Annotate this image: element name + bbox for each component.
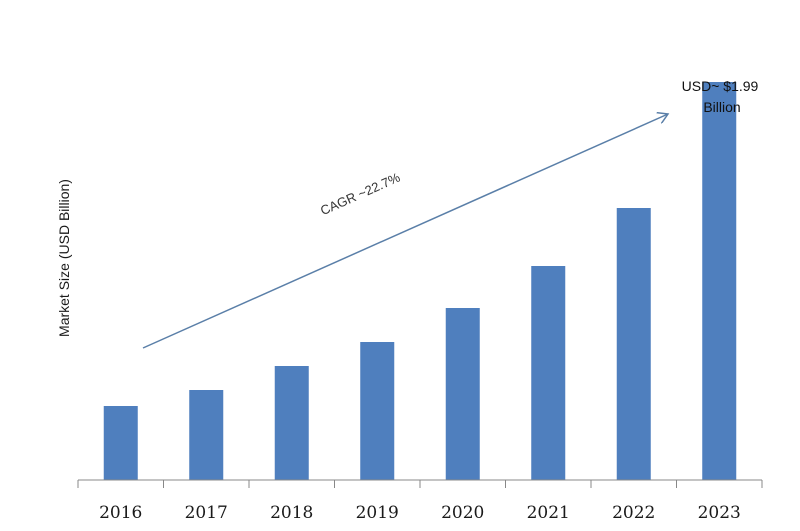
x-tick-label-2016: 2016	[99, 503, 142, 523]
cagr-arrow	[142, 114, 668, 349]
y-axis-label: Market Size (USD Billion)	[56, 179, 72, 337]
bar-2021	[531, 266, 566, 480]
bar-2017	[189, 390, 224, 480]
last-value-callout-line2: Billion	[703, 99, 740, 115]
bars-group	[103, 82, 737, 480]
cagr-annotation: CAGR ~22.7%	[318, 169, 403, 218]
bar-2020	[445, 308, 480, 480]
x-tick-label-2023: 2023	[698, 503, 741, 523]
x-axis-ticks	[77, 480, 763, 488]
x-tick-label-2022: 2022	[612, 503, 655, 523]
bar-2022	[616, 208, 651, 480]
bar-2023	[702, 82, 737, 480]
x-tick-label-2018: 2018	[270, 503, 313, 523]
x-tick-label-2017: 2017	[185, 503, 228, 523]
bar-2018	[274, 366, 309, 480]
bar-2016	[103, 406, 138, 480]
bar-2019	[360, 342, 395, 480]
x-tick-label-2019: 2019	[356, 503, 399, 523]
x-axis-tick-labels: 2016 2017 2018 2019 2020 2021 2022 2023	[99, 503, 741, 523]
x-tick-label-2020: 2020	[441, 503, 484, 523]
x-tick-label-2021: 2021	[527, 503, 570, 523]
last-value-callout-line1: USD~ $1.99	[682, 78, 759, 94]
